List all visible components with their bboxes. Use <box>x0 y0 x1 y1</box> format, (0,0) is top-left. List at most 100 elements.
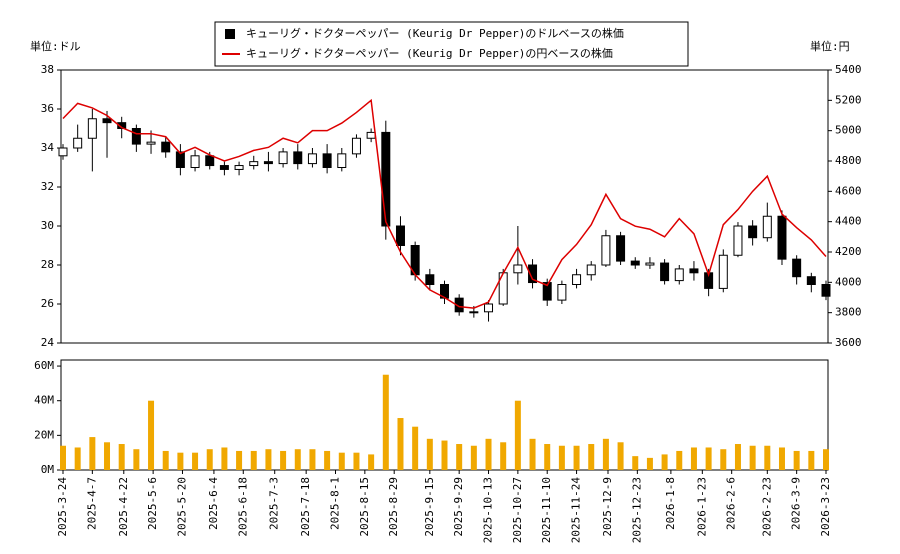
y-tick-label: 38 <box>41 63 54 76</box>
candle-body <box>557 284 567 301</box>
candle-body <box>733 225 743 256</box>
x-tick-label: 2025-8-1 <box>329 477 342 530</box>
candle-body <box>190 155 200 169</box>
volume-bar <box>177 452 184 470</box>
x-tick-label: 2025-3-24 <box>56 477 69 537</box>
volume-bar <box>89 437 96 470</box>
volume-bar <box>206 449 213 470</box>
candle-body <box>469 311 479 314</box>
volume-bar <box>529 438 536 470</box>
volume-bar <box>514 400 521 470</box>
candle-body <box>175 151 185 168</box>
y2-tick-label: 4800 <box>835 154 862 167</box>
volume-bar <box>309 449 316 470</box>
candle-body <box>821 284 831 297</box>
y2-tick-label: 4400 <box>835 215 862 228</box>
volume-bar <box>236 450 243 470</box>
volume-bar <box>162 450 169 470</box>
candle-body <box>307 153 317 165</box>
candle-body <box>73 137 83 149</box>
x-tick-label: 2025-12-9 <box>601 477 614 537</box>
x-tick-label: 2025-8-15 <box>358 477 371 537</box>
y2-tick-label: 4600 <box>835 184 862 197</box>
volume-bar <box>104 442 111 470</box>
volume-bar <box>118 444 125 470</box>
volume-bar <box>764 445 771 470</box>
candle-body <box>146 141 156 145</box>
y-tick-label: 32 <box>41 180 54 193</box>
volume-bar <box>60 445 66 470</box>
candle-body <box>263 161 273 165</box>
candle-body <box>660 262 670 282</box>
volume-bar <box>602 438 609 470</box>
y-tick-label: 34 <box>41 141 55 154</box>
x-tick-label: 2025-11-24 <box>570 477 583 544</box>
volume-bar <box>382 374 389 470</box>
x-tick-label: 2026-3-23 <box>819 477 832 537</box>
x-tick-label: 2026-2-6 <box>725 477 738 530</box>
volume-bar <box>705 447 712 470</box>
legend-label: キューリグ・ドクターペッパー (Keurig Dr Pepper)のドルベースの… <box>246 26 624 40</box>
x-tick-label: 2026-1-8 <box>664 477 677 530</box>
y-tick-label: 60M <box>34 359 54 372</box>
candle-body <box>572 274 582 285</box>
candle-body <box>542 282 552 301</box>
candle-body <box>645 262 655 266</box>
volume-bar <box>74 447 81 470</box>
x-tick-label: 2025-6-18 <box>236 477 249 537</box>
candle-body <box>322 153 332 169</box>
volume-bar <box>778 447 785 470</box>
candle-body <box>381 131 391 227</box>
volume-bar <box>470 445 477 470</box>
y2-tick-label: 4200 <box>835 245 862 258</box>
volume-bar <box>690 447 697 470</box>
x-tick-label: 2025-12-23 <box>630 477 643 543</box>
volume-bar <box>412 426 419 470</box>
candle-body <box>249 161 259 167</box>
candle-body <box>484 303 494 313</box>
volume-bar <box>793 450 800 470</box>
candle-body <box>293 151 303 165</box>
candle-body <box>425 274 435 285</box>
x-tick-label: 2025-10-13 <box>482 477 495 543</box>
volume-bar <box>676 450 683 470</box>
volume-bar <box>823 449 829 470</box>
volume-bar <box>133 449 140 470</box>
x-tick-label: 2025-9-29 <box>452 477 465 537</box>
y-tick-label: 24 <box>41 336 55 349</box>
x-tick-label: 2026-2-23 <box>760 477 773 537</box>
candle-body <box>601 235 611 266</box>
y-tick-label: 26 <box>41 297 54 310</box>
volume-bar <box>265 449 272 470</box>
price-frame <box>60 69 829 344</box>
y2-tick-label: 4000 <box>835 275 862 288</box>
x-tick-label: 2025-9-15 <box>423 477 436 537</box>
candle-body <box>205 155 215 167</box>
x-tick-label: 2025-4-7 <box>85 477 98 530</box>
candle-body <box>161 141 171 153</box>
volume-bar <box>617 442 624 470</box>
volume-bar <box>221 447 228 470</box>
y-tick-label: 0M <box>41 463 55 476</box>
volume-bar <box>368 454 375 470</box>
x-tick-label: 2025-6-4 <box>207 477 220 530</box>
candle-body <box>234 165 244 170</box>
volume-bar <box>192 452 199 470</box>
x-tick-label: 2025-10-27 <box>511 477 524 543</box>
volume-bar <box>353 452 360 470</box>
volume-bar <box>500 442 507 470</box>
candle-body <box>117 122 127 130</box>
volume-bar <box>544 444 551 470</box>
volume-bar <box>294 449 301 470</box>
volume-bar <box>632 456 639 470</box>
x-tick-label: 2025-11-10 <box>540 477 553 543</box>
y2-axis-label: 単位:円 <box>810 39 850 53</box>
candle-body <box>58 147 68 157</box>
volume-bar <box>441 440 448 470</box>
x-tick-label: 2025-4-22 <box>117 477 130 537</box>
volume-bar <box>646 457 653 470</box>
candle-body <box>616 235 626 262</box>
y2-tick-label: 5200 <box>835 93 862 106</box>
y2-tick-label: 5000 <box>835 124 862 137</box>
